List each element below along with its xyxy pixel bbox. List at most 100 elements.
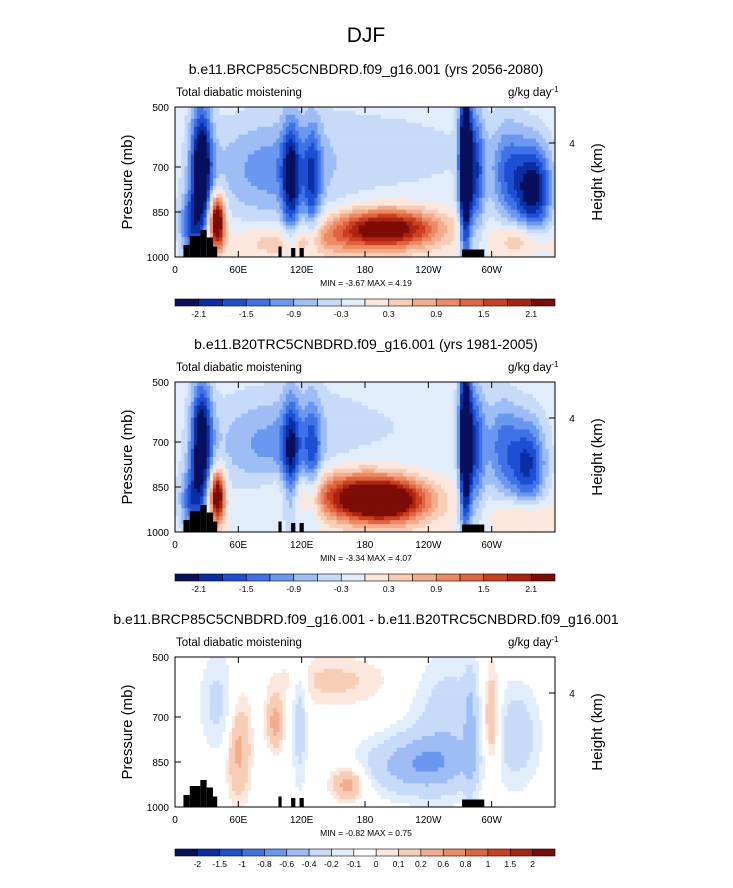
colorbar-label: -0.3 <box>334 309 349 319</box>
colorbar-swatch <box>412 573 437 582</box>
colorbar-label: -0.1 <box>346 859 361 869</box>
terrain-block <box>278 246 282 257</box>
x-tick-label: 60E <box>229 815 247 826</box>
y-tick-label: 700 <box>152 163 169 174</box>
colorbar-label: 0.6 <box>437 859 449 869</box>
colorbar-swatch <box>364 298 390 307</box>
colorbar-swatch <box>530 573 556 582</box>
colorbar-swatch <box>308 848 332 857</box>
colorbar-swatch <box>269 573 295 582</box>
colorbar-swatch <box>174 573 200 582</box>
x-tick-label: 120W <box>415 815 442 826</box>
terrain-block <box>189 786 201 807</box>
colorbar-swatch <box>530 298 556 307</box>
colorbar-label: -0.6 <box>279 859 294 869</box>
colorbar-swatch <box>483 573 508 582</box>
y-right-tick-label: 4 <box>569 689 575 700</box>
y-axis-label: Pressure (mb) <box>119 409 136 504</box>
x-tick-label: 60W <box>481 815 502 826</box>
colorbar-label: -0.2 <box>324 859 339 869</box>
colorbar-swatch <box>398 848 422 857</box>
heatmap-field <box>175 107 556 258</box>
colorbar-swatch <box>487 848 511 857</box>
terrain-block <box>183 245 190 257</box>
terrain-block <box>200 780 207 807</box>
terrain-block <box>200 230 207 257</box>
y-right-tick-label: 4 <box>569 414 575 425</box>
colorbar-swatch <box>317 573 342 582</box>
colorbar-label: 0.9 <box>430 584 442 594</box>
x-tick-label: 180 <box>357 540 374 551</box>
colorbar-label: -0.4 <box>302 859 317 869</box>
y-right-tick-label: 4 <box>569 139 575 150</box>
y-axis-label-right: Height (km) <box>589 693 606 771</box>
heatmap-field <box>175 657 556 808</box>
y-tick-label: 850 <box>152 758 169 769</box>
colorbar-swatch <box>245 298 271 307</box>
y-axis-label-right: Height (km) <box>589 143 606 221</box>
y-axis-right: 4 <box>549 414 575 425</box>
colorbar-swatch <box>388 298 413 307</box>
colorbar-swatch <box>442 848 466 857</box>
x-tick-label: 0 <box>172 265 178 276</box>
y-tick-label: 700 <box>152 713 169 724</box>
panel-title: b.e11.BRCP85C5CNBDRD.f09_g16.001 - b.e11… <box>113 611 619 627</box>
units-label: g/kg day-1 <box>508 85 559 99</box>
colorbar-swatch <box>219 848 243 857</box>
x-tick-label: 120W <box>415 265 442 276</box>
colorbar-swatch <box>364 573 390 582</box>
colorbar-label: 0.8 <box>460 859 472 869</box>
colorbar-swatch <box>483 298 508 307</box>
colorbar-label: 0.1 <box>393 859 405 869</box>
terrain-block <box>213 521 218 532</box>
x-tick-label: 180 <box>357 265 374 276</box>
colorbar-label: 0.3 <box>383 584 395 594</box>
min-max-label: MIN = -3.67 MAX = 4.19 <box>320 278 412 288</box>
terrain-block <box>189 236 201 257</box>
panel-rcp85: b.e11.BRCP85C5CNBDRD.f09_g16.001 (yrs 20… <box>119 61 606 319</box>
colorbar-swatch <box>245 573 271 582</box>
colorbar-swatch <box>269 298 295 307</box>
colorbar-swatch <box>293 573 318 582</box>
colorbar-swatch <box>174 298 200 307</box>
colorbar-label: -1.5 <box>239 584 254 594</box>
x-tick-label: 0 <box>172 540 178 551</box>
colorbar-label: 1 <box>486 859 491 869</box>
colorbar-swatch <box>435 573 461 582</box>
y-axis-left: 500 700 850 1000 <box>147 103 181 264</box>
colorbar-swatch <box>340 573 366 582</box>
colorbar-swatch <box>293 298 318 307</box>
y-axis-left: 500 700 850 1000 <box>147 653 181 814</box>
colorbar-swatch <box>197 848 221 857</box>
y-tick-label: 500 <box>152 653 169 664</box>
panel-difference: b.e11.BRCP85C5CNBDRD.f09_g16.001 - b.e11… <box>113 611 619 869</box>
colorbar-swatch <box>507 573 532 582</box>
colorbar-swatch <box>222 573 247 582</box>
colorbar-swatch <box>353 848 377 857</box>
colorbar-label: 0.3 <box>383 309 395 319</box>
min-max-label: MIN = -0.82 MAX = 0.75 <box>320 828 412 838</box>
y-tick-label: 850 <box>152 483 169 494</box>
y-axis-label-right: Height (km) <box>589 418 606 496</box>
units-label: g/kg day-1 <box>508 360 559 374</box>
terrain-block <box>278 796 282 807</box>
y-tick-label: 500 <box>152 378 169 389</box>
x-tick-label: 120E <box>290 265 314 276</box>
colorbar-swatch <box>532 848 556 857</box>
colorbar-swatch <box>222 298 247 307</box>
colorbar: -2 -1.5 -1 -0.8 -0.6 -0.4 -0.2 -0.1 0 0.1 0.2 0.6 0.… <box>174 848 556 869</box>
terrain-block <box>213 796 218 807</box>
colorbar-swatch <box>375 848 399 857</box>
colorbar-swatch <box>412 298 437 307</box>
x-tick-label: 120E <box>290 815 314 826</box>
colorbar-label: -2.1 <box>191 309 206 319</box>
y-axis-label: Pressure (mb) <box>119 134 136 229</box>
x-tick-label: 180 <box>357 815 374 826</box>
y-tick-label: 1000 <box>147 528 170 539</box>
colorbar-label: 0 <box>374 859 379 869</box>
colorbar: -2.1 -1.5 -0.9 -0.3 0.3 0.9 1.5 2.1 <box>174 298 556 319</box>
colorbar-label: -1.5 <box>239 309 254 319</box>
panel-title: b.e11.B20TRC5CNBDRD.f09_g16.001 (yrs 198… <box>194 336 538 352</box>
colorbar-label: -1.5 <box>212 859 227 869</box>
